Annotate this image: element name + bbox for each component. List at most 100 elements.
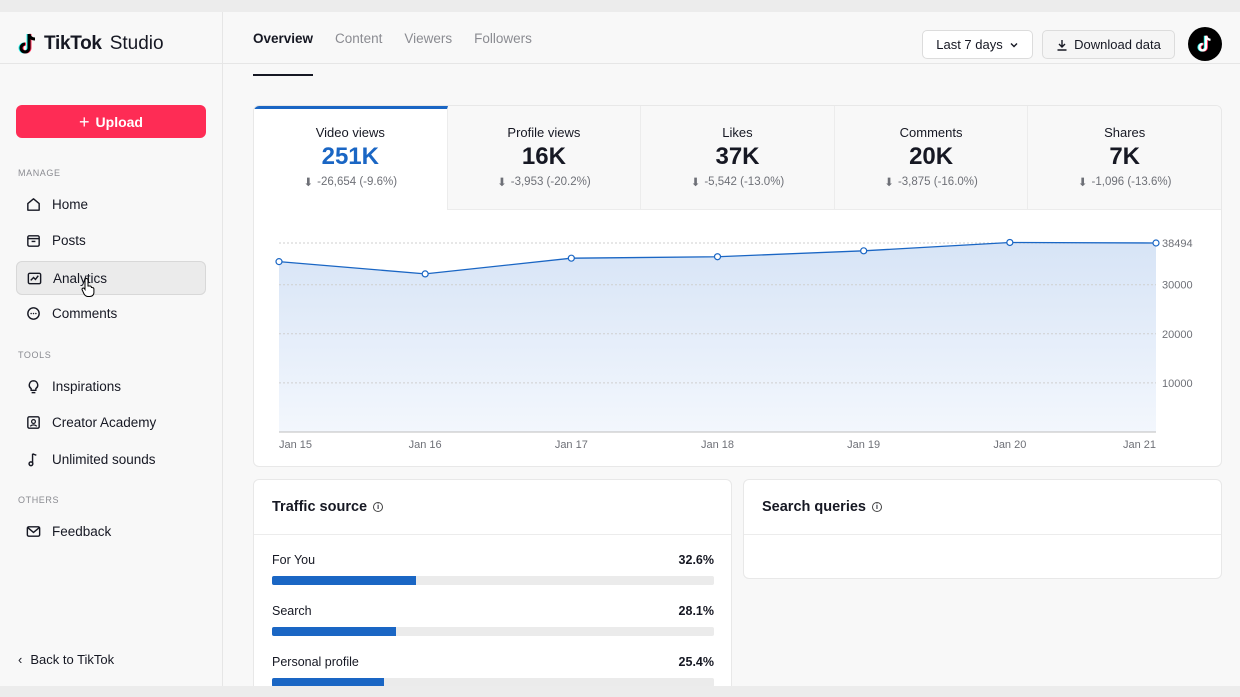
metric-label: Comments xyxy=(899,125,963,140)
sidebar-item-feedback[interactable]: Feedback xyxy=(16,514,206,548)
tiktok-studio-logo[interactable]: TikTok Studio xyxy=(18,32,164,56)
x-tick-label: Jan 21 xyxy=(1123,439,1156,451)
sidebar-item-posts[interactable]: Posts xyxy=(16,223,206,257)
metric-value: 16K xyxy=(521,143,566,170)
metric-change: ⬇ -5,542 (-13.0%) xyxy=(691,175,785,189)
tab-overview[interactable]: Overview xyxy=(253,12,314,76)
mail-icon xyxy=(26,525,41,537)
metric-change: ⬇ -26,654 (-9.6%) xyxy=(304,175,398,189)
metric-change: ⬇ -1,096 (-13.6%) xyxy=(1078,175,1172,189)
metric-comments[interactable]: Comments 20K ⬇ -3,875 (-16.0%) xyxy=(834,106,1029,210)
lightbulb-icon xyxy=(28,379,39,393)
traffic-source-header: Traffic source i xyxy=(254,480,731,535)
section-others: OTHERS xyxy=(18,495,60,505)
sidebar-item-label: Analytics xyxy=(53,270,108,286)
tiktok-avatar-icon xyxy=(1197,35,1211,52)
sidebar: TikTok Studio + Upload MANAGE Home Posts… xyxy=(0,12,223,686)
sidebar-item-unlimited-sounds[interactable]: Unlimited sounds xyxy=(16,442,206,476)
metric-label: Likes xyxy=(722,125,753,140)
metric-change-text: -3,875 (-16.0%) xyxy=(897,176,978,188)
traffic-row: For You 32.6% xyxy=(272,553,714,585)
overview-stats-card: Video views 251K ⬇ -26,654 (-9.6%) Profil… xyxy=(253,105,1222,467)
metric-change-text: -26,654 (-9.6%) xyxy=(317,176,398,188)
traffic-label: Personal profile xyxy=(272,655,359,669)
sidebar-item-analytics[interactable]: Analytics xyxy=(16,261,206,295)
back-label: Back to TikTok xyxy=(30,652,115,667)
avatar[interactable] xyxy=(1188,27,1222,61)
search-queries-header: Search queries i xyxy=(744,480,1221,535)
traffic-bar-fill xyxy=(272,678,385,687)
metric-value: 37K xyxy=(715,143,760,170)
tab-viewers[interactable]: Viewers xyxy=(404,30,453,46)
y-tick-label: 10000 xyxy=(1162,378,1193,390)
academy-icon xyxy=(27,415,40,429)
y-tick-label: 38494 xyxy=(1162,238,1193,250)
section-tools: TOOLS xyxy=(18,350,52,360)
sidebar-item-label: Inspirations xyxy=(52,378,122,394)
analytics-icon xyxy=(27,272,42,284)
metric-change: ⬇ -3,953 (-20.2%) xyxy=(497,175,591,189)
traffic-bar xyxy=(272,627,714,636)
metric-label: Shares xyxy=(1104,125,1146,140)
data-point xyxy=(713,253,722,261)
traffic-percent: 28.1% xyxy=(678,604,714,618)
window-top-strip xyxy=(0,0,1240,12)
chart-area xyxy=(279,242,1156,432)
sidebar-item-inspirations[interactable]: Inspirations xyxy=(16,369,206,403)
sidebar-item-label: Unlimited sounds xyxy=(52,451,156,467)
traffic-label: Search xyxy=(272,604,312,618)
sidebar-item-label: Creator Academy xyxy=(52,414,157,430)
search-queries-title: Search queries xyxy=(762,499,866,515)
metric-value: 20K xyxy=(909,143,954,170)
sidebar-header-divider xyxy=(0,63,223,64)
download-label: Download data xyxy=(1074,37,1161,52)
sidebar-item-home[interactable]: Home xyxy=(16,187,206,221)
metric-change-text: -3,953 (-20.2%) xyxy=(510,176,591,188)
back-to-tiktok-link[interactable]: ‹ Back to TikTok xyxy=(18,652,114,667)
arrow-down-circle-icon: ⬇ xyxy=(1077,177,1088,189)
metric-tabs: Video views 251K ⬇ -26,654 (-9.6%) Profil… xyxy=(254,106,1221,210)
download-data-button[interactable]: Download data xyxy=(1042,30,1175,59)
traffic-bar-fill xyxy=(272,627,397,636)
sidebar-item-label: Feedback xyxy=(52,523,112,539)
x-tick-label: Jan 15 xyxy=(279,439,312,451)
date-range-dropdown[interactable]: Last 7 days xyxy=(922,30,1033,59)
chevron-down-icon xyxy=(1010,42,1018,47)
tab-content[interactable]: Content xyxy=(335,30,383,46)
arrow-down-circle-icon: ⬇ xyxy=(884,177,894,189)
y-tick-label: 20000 xyxy=(1162,329,1193,341)
date-range-label: Last 7 days xyxy=(936,37,1003,52)
x-tick-label: Jan 16 xyxy=(409,439,442,451)
info-icon[interactable]: i xyxy=(871,502,882,512)
metric-likes[interactable]: Likes 37K ⬇ -5,542 (-13.0%) xyxy=(641,106,835,210)
traffic-bar xyxy=(272,678,714,687)
traffic-label: For You xyxy=(272,553,316,567)
metric-shares[interactable]: Shares 7K ⬇ -1,096 (-13.6%) xyxy=(1028,106,1221,210)
arrow-down-circle-icon: ⬇ xyxy=(303,177,314,189)
logo-brand: TikTok xyxy=(44,33,102,54)
upload-button[interactable]: + Upload xyxy=(16,105,206,138)
chevron-left-icon: ‹ xyxy=(18,652,23,667)
window-bottom-strip xyxy=(0,686,1240,697)
home-icon xyxy=(27,197,40,211)
x-tick-label: Jan 19 xyxy=(847,439,880,451)
metric-profile-views[interactable]: Profile views 16K ⬇ -3,953 (-20.2%) xyxy=(447,106,642,210)
data-point xyxy=(860,247,868,255)
x-tick-label: Jan 20 xyxy=(993,439,1026,451)
traffic-source-title: Traffic source xyxy=(272,499,368,515)
traffic-percent: 32.6% xyxy=(678,553,714,567)
analytics-tabs: Overview Content Viewers Followers xyxy=(253,12,532,76)
video-views-chart: 10000 20000 30000 38494 Jan 15 Jan 16 Jan 17 Ja… xyxy=(254,210,1221,466)
section-manage: MANAGE xyxy=(18,168,61,178)
search-queries-card: Search queries i xyxy=(743,479,1222,579)
info-icon[interactable]: i xyxy=(373,502,384,512)
comments-icon xyxy=(27,306,40,320)
traffic-bar-fill xyxy=(272,576,417,585)
sidebar-item-comments[interactable]: Comments xyxy=(16,296,206,330)
metric-label: Profile views xyxy=(507,125,581,140)
sidebar-item-label: Home xyxy=(52,196,89,212)
sidebar-item-creator-academy[interactable]: Creator Academy xyxy=(16,405,206,439)
tab-followers[interactable]: Followers xyxy=(474,30,532,46)
metric-video-views[interactable]: Video views 251K ⬇ -26,654 (-9.6%) xyxy=(254,106,448,210)
plus-icon: + xyxy=(79,111,90,132)
